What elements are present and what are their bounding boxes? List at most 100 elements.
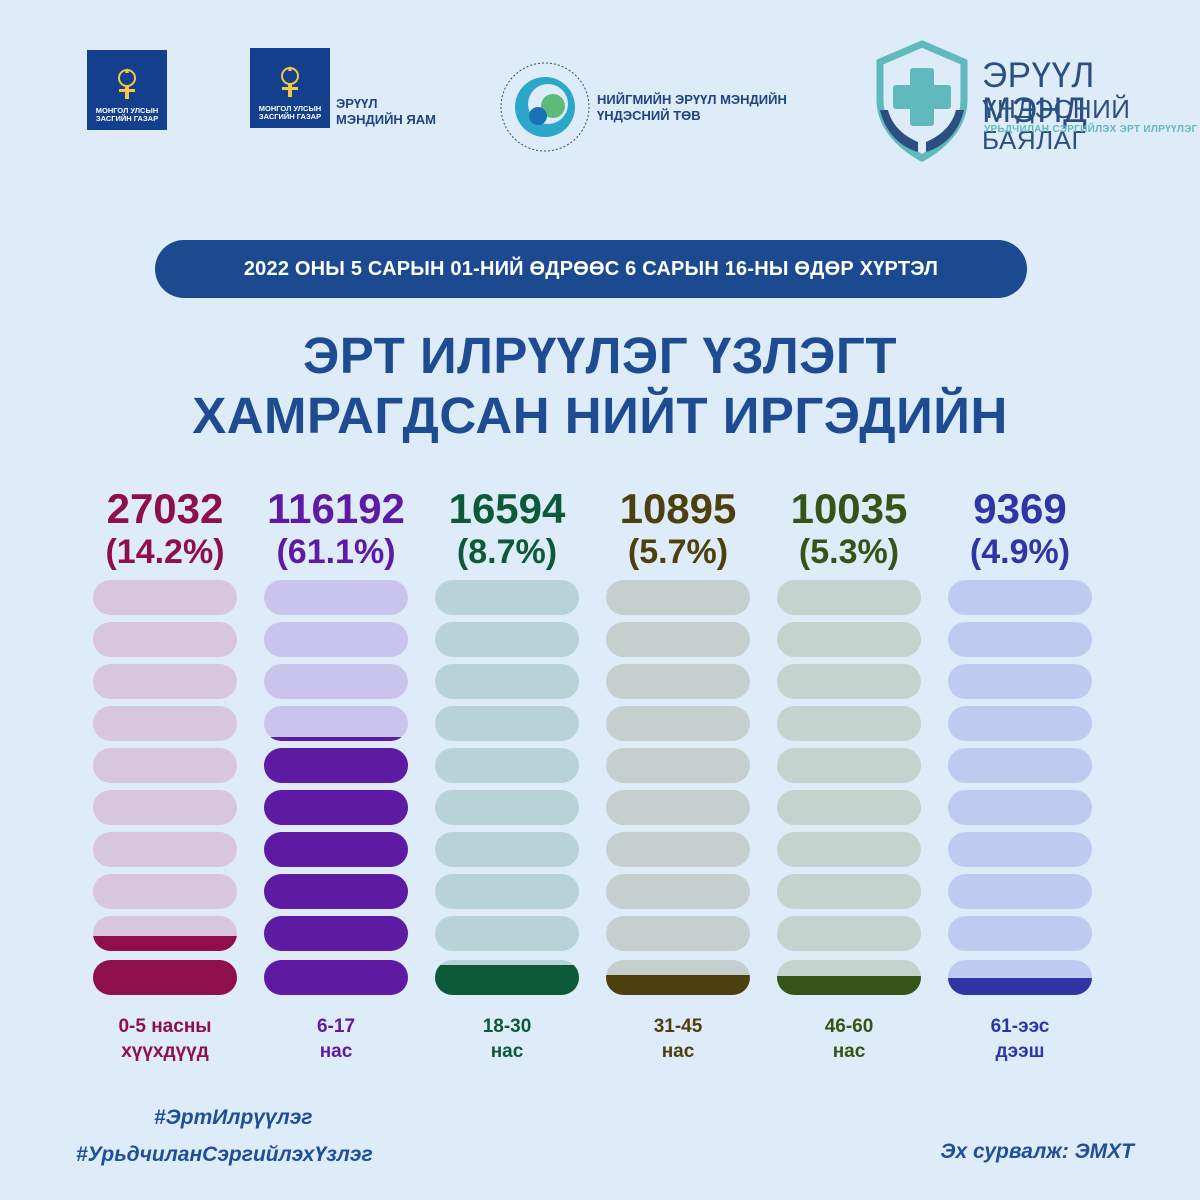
bar-segment [948,622,1092,657]
bar-segment [264,960,408,995]
hashtag-early-detection: #ЭртИлрүүлэг [154,1106,313,1129]
bar-segment [93,790,237,825]
bar-segment [948,706,1092,741]
ministry-caption-line1: МОНГОЛ УЛСЫН [258,103,322,113]
category-label-line1: 18-30 [482,1016,532,1037]
bar-segment [777,664,921,699]
bar-segment [93,916,237,951]
hashtag-preventive-checkup: #УрьдчиланСэргийлэхҮзлэг [76,1143,373,1166]
bar-segment [435,790,579,825]
bar-segment [606,832,750,867]
headline-line2: ХАМРАГДСАН НИЙТ ИРГЭДИЙН [192,387,1008,444]
category-label-line2: хүүхдүүд [121,1041,209,1063]
bar-segment [606,916,750,951]
brand-title: ЭРҮҮЛ МЭНД [982,56,1095,130]
bar-fill [264,737,408,741]
ministry-name: ЭРҮҮЛ МЭНДИЙН ЯАМ [336,96,436,129]
bar-segment [264,622,408,657]
bar-segment [93,622,237,657]
ncph-name-line1: НИЙГМИЙН ЭРҮҮЛ МЭНДИЙН [597,92,787,107]
category-label-line1: 31-45 [653,1016,703,1037]
value-label: 16594 [448,485,566,532]
ncph-circle-logo-icon [500,62,590,152]
ministry-name-line2: МЭНДИЙН ЯАМ [336,112,436,128]
category-label-line2: нас [490,1041,524,1063]
percent-label: (14.2%) [105,533,225,571]
bar-fill [777,976,921,995]
bar-fill [264,916,408,951]
brand-tagline: УРЬДЧИЛАН СЭРГИЙЛЭХ ЭРТ ИЛРҮҮЛЭГ [984,124,1198,135]
bar-segment [606,874,750,909]
bar-segment [264,580,408,615]
ministry-caption-line2: ЗАСГИЙН ГАЗАР [258,112,322,122]
category-label: 0-5 насны хүүхдүүд [65,1014,265,1064]
government-logo: МОНГОЛ УЛСЫН ЗАСГИЙН ГАЗАР [87,50,167,130]
bar-segment [606,664,750,699]
category-label-line1: 0-5 насны [118,1016,212,1037]
bar-segment [777,748,921,783]
percent-label: (5.7%) [627,533,729,571]
bar-segment [606,790,750,825]
bar-fill [606,975,750,995]
bar-segment [435,916,579,951]
bar-segment [435,706,579,741]
bar-segment [435,832,579,867]
bar-segment [93,874,237,909]
bar-segment [435,622,579,657]
bar-fill [264,874,408,909]
bar-segment [435,664,579,699]
ncph-name-line2: ҮНДЭСНИЙ ТӨВ [597,108,701,124]
value-label: 10035 [790,485,908,532]
bar-segment [435,748,579,783]
percent-label: (5.3%) [798,533,900,571]
bar-fill [264,790,408,825]
bar-segment [264,706,408,741]
bar-segment [948,960,1092,995]
bar-segment [264,832,408,867]
category-label-line2: нас [661,1041,695,1063]
bar-segment [948,664,1092,699]
bar-segment [948,832,1092,867]
category-label: 46-60 нас [749,1014,949,1064]
bar-segment [777,874,921,909]
ministry-name-line1: ЭРҮҮЛ [336,96,378,111]
bar-segment [264,748,408,783]
gov-caption-line2: ЗАСГИЙН ГАЗАР [95,114,159,124]
bar-segment [606,706,750,741]
category-label-line1: 6-17 [316,1016,356,1037]
bar-segment [777,832,921,867]
shield-cross-hands-icon [876,40,968,162]
bar-segment [948,874,1092,909]
bar-segment [435,580,579,615]
bar-segment [93,748,237,783]
gov-caption-line1: МОНГОЛ УЛСЫН [95,105,159,115]
bar-segment [948,748,1092,783]
bar-segment [606,580,750,615]
bar-segment [777,960,921,995]
ministry-logo: МОНГОЛ УЛСЫН ЗАСГИЙН ГАЗАР [250,48,330,128]
value-label: 10895 [619,485,737,532]
bar-segment [777,916,921,951]
bar-segment [435,960,579,995]
category-label: 61-ээс дээш [920,1014,1120,1064]
bar-segment [777,622,921,657]
bar-segment [606,960,750,995]
value-label: 116192 [267,485,405,532]
percent-label: (4.9%) [969,533,1071,571]
bar-segment [93,706,237,741]
category-label-line2: дээш [995,1041,1045,1063]
bar-segment [93,960,237,995]
bar-fill [435,964,579,995]
value-label: 27032 [106,485,224,532]
bar-segment [93,580,237,615]
bar-segment [777,706,921,741]
soyombo-emblem-icon [281,65,299,97]
bar-segment [777,580,921,615]
percent-label: (61.1%) [276,533,396,571]
category-label-line1: 61-ээс [990,1016,1050,1037]
bar-segment [948,916,1092,951]
category-label-line1: 46-60 [824,1016,874,1037]
category-label-line2: нас [832,1041,866,1063]
source-note: Эх сурвалж: ЭМХТ [940,1140,1134,1163]
category-label-line2: нас [319,1041,353,1063]
